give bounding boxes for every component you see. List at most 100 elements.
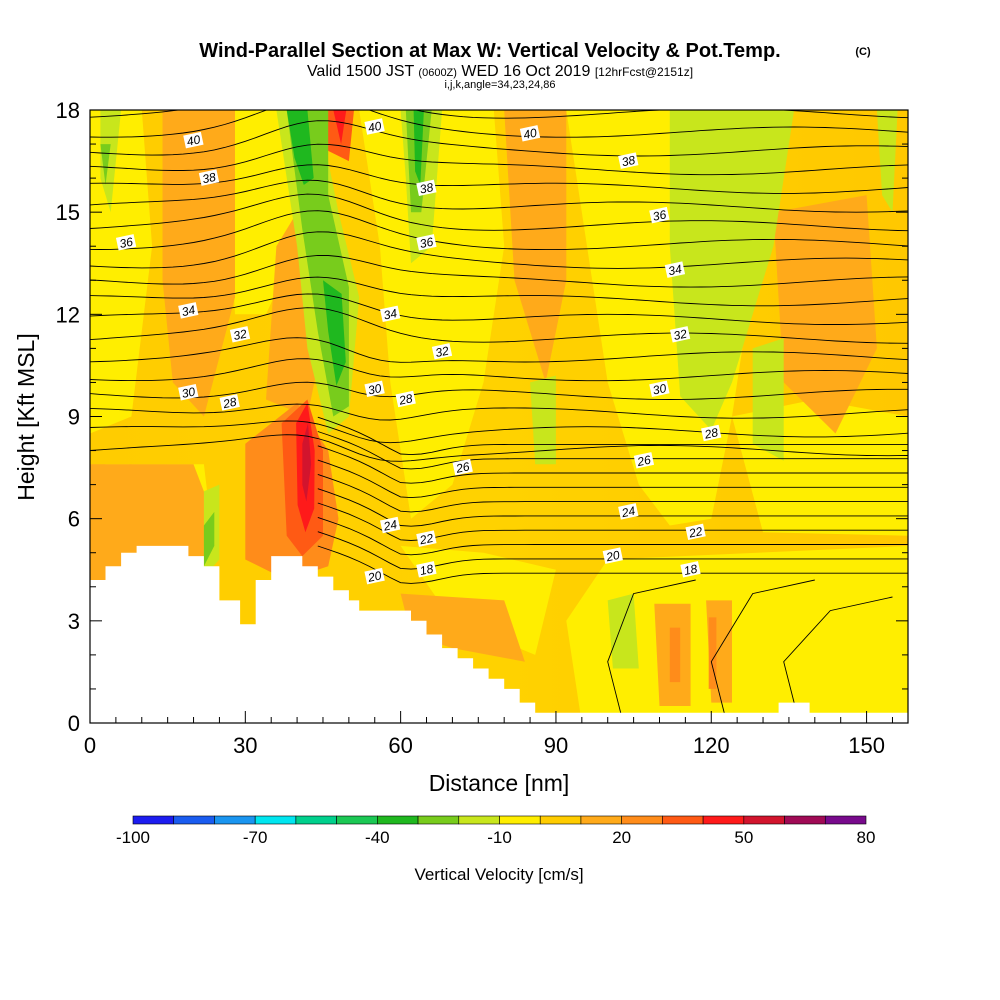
contour-label: 28 — [395, 390, 416, 408]
isentrope — [90, 358, 908, 382]
contour-label-text: 30 — [180, 384, 196, 401]
colorbar-swatch — [417, 815, 460, 825]
x-tick-label: 150 — [848, 733, 885, 758]
isentrope — [317, 416, 908, 456]
velocity-region — [323, 280, 346, 386]
colorbar-swatch — [499, 815, 541, 825]
isentrope — [90, 307, 908, 344]
contour-label-box — [669, 326, 691, 343]
contour-label: 30 — [178, 383, 199, 401]
velocity-region — [566, 545, 908, 723]
isentrope — [90, 179, 908, 213]
contour-label-box — [649, 206, 670, 224]
contour-label: 32 — [229, 326, 251, 343]
y-tick-label: 18 — [56, 98, 80, 123]
contour-label-text: 36 — [652, 207, 668, 224]
forecast-info: [12hrFcst@2151z] — [595, 65, 693, 79]
contour-label-box — [198, 169, 220, 186]
y-axis-label: Height [Kft MSL] — [13, 333, 39, 500]
velocity-region — [607, 593, 639, 669]
isentrope — [90, 434, 908, 462]
isentrope — [90, 381, 908, 400]
colorbar-swatch — [214, 815, 256, 825]
x-tick-label: 90 — [544, 733, 568, 758]
contour-label-text: 32 — [434, 343, 450, 360]
x-tick-labels: 0 30 60 90 120 150 — [84, 733, 885, 758]
x-tick-label: 30 — [233, 733, 257, 758]
colorbar-tick-labels: -100 -70 -40 -10 20 50 80 — [116, 828, 875, 847]
contour-label-box — [431, 343, 453, 360]
isentrope — [90, 143, 908, 176]
contour-label: 18 — [680, 561, 701, 578]
potential-temperature-contours — [90, 110, 908, 723]
velocity-region — [203, 511, 215, 567]
contour-label-text: 22 — [418, 531, 435, 548]
contour-label-text: 18 — [419, 561, 435, 578]
velocity-region — [333, 110, 347, 145]
y-tick-label: 3 — [68, 609, 80, 634]
contour-label-text: 40 — [522, 125, 538, 142]
contour-label-text: 26 — [454, 459, 471, 476]
contour-label-text: 34 — [382, 306, 398, 323]
contour-label-text: 38 — [419, 180, 435, 197]
isentrope — [90, 293, 908, 325]
colorbar-swatch — [377, 815, 419, 825]
colorbar-tick-label: 80 — [857, 828, 876, 847]
velocity-region — [162, 110, 235, 417]
y-tick-label: 15 — [56, 200, 80, 225]
contour-label: 34 — [664, 261, 686, 278]
contour-label-text: 28 — [397, 391, 414, 408]
colorbar-swatch — [824, 815, 867, 825]
contour-label-text: 20 — [604, 548, 621, 565]
contour-label-box — [685, 523, 706, 541]
colorbar-swatch — [743, 815, 785, 825]
velocity-region — [708, 617, 717, 689]
isentrope — [90, 337, 908, 363]
valid-utc: (0600Z) — [418, 67, 457, 79]
isentrope — [90, 164, 908, 194]
contour-label: 30 — [649, 380, 670, 398]
isentrope — [317, 502, 908, 541]
contour-label-text: 40 — [186, 132, 202, 149]
contour-label-text: 18 — [683, 561, 699, 578]
colorbar-tick-label: -70 — [243, 828, 268, 847]
contour-label-box — [178, 302, 199, 319]
velocity-region — [413, 110, 424, 185]
contour-label-box — [649, 380, 670, 398]
velocity-region — [302, 423, 312, 502]
y-tick-label: 9 — [68, 405, 80, 430]
isentrope — [317, 445, 908, 484]
colorbar-tick-label: 20 — [612, 828, 631, 847]
contour-label: 26 — [452, 458, 473, 476]
contour-label-box — [380, 305, 401, 323]
isentrope — [90, 110, 908, 138]
contour-label-box — [416, 234, 437, 251]
velocity-region — [359, 110, 505, 519]
isentrope — [317, 431, 908, 470]
colorbar-swatch — [132, 815, 175, 825]
y-tick-labels: 0 3 6 9 12 15 18 — [56, 98, 80, 736]
isentrope — [90, 120, 908, 157]
contour-label: 26 — [633, 452, 655, 469]
contour-label: 20 — [364, 567, 385, 585]
contour-label: 34 — [380, 305, 401, 323]
contour-label-box — [364, 567, 385, 585]
contour-label: 38 — [618, 152, 639, 169]
isentrope — [317, 473, 908, 513]
contour-label-box — [618, 503, 639, 520]
valid-prefix: Valid 1500 JST — [307, 63, 415, 80]
contour-label: 36 — [115, 234, 137, 251]
contour-label-text: 24 — [619, 504, 636, 521]
contour-label-box — [395, 390, 416, 408]
contour-label-text: 38 — [201, 170, 217, 187]
isentrope — [90, 231, 908, 269]
contour-label-text: 20 — [366, 568, 383, 585]
colorbar-label: Vertical Velocity [cm/s] — [414, 865, 583, 884]
contour-label-box — [364, 118, 385, 135]
isentrope — [90, 403, 908, 421]
colorbar-swatch — [173, 815, 215, 825]
copyright-mark: (C) — [855, 46, 871, 58]
contour-label: 30 — [364, 380, 385, 398]
colorbar-swatch — [580, 815, 622, 825]
